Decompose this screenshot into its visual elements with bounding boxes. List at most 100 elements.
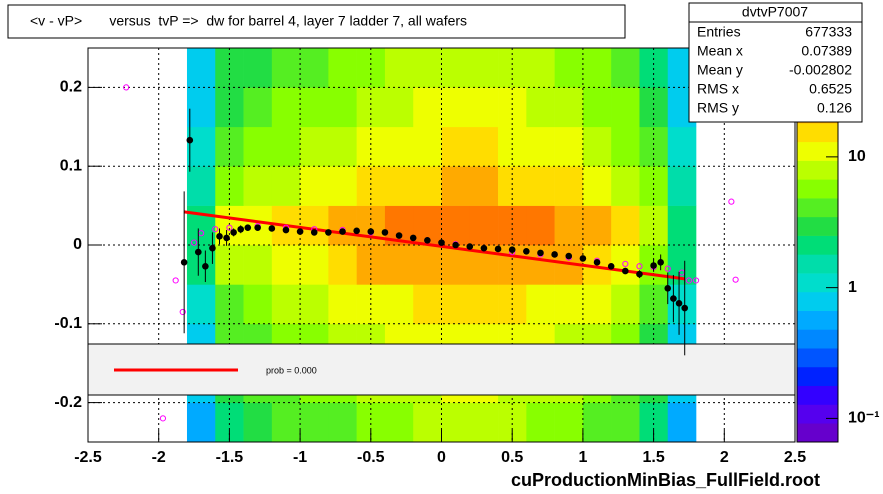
heat-cell	[611, 126, 640, 167]
colorbar-swatch	[797, 179, 838, 199]
point	[254, 224, 261, 231]
point	[223, 234, 230, 242]
point	[216, 233, 223, 240]
point	[681, 304, 689, 312]
stats-value: 0.07389	[801, 43, 852, 59]
point	[579, 255, 587, 262]
open-point	[692, 277, 700, 284]
heat-cell	[384, 126, 414, 167]
heat-cell	[300, 166, 329, 206]
x-tick-label: -1	[293, 449, 307, 466]
colorbar-swatch	[797, 348, 838, 368]
heat-cell	[271, 402, 301, 443]
y-tick-label: -0.2	[54, 394, 82, 411]
heat-cell	[582, 126, 612, 167]
colorbar-swatch	[797, 385, 838, 405]
colorbar-swatch	[797, 329, 838, 349]
x-tick-label: 2	[720, 449, 729, 466]
heat-cell	[469, 402, 499, 443]
heat-cell	[441, 284, 471, 325]
heat-cell	[413, 87, 442, 128]
point	[551, 251, 558, 258]
heat-cell	[300, 48, 329, 88]
heat-cell	[413, 48, 442, 88]
heat-cell	[186, 284, 216, 325]
heat-cell	[554, 48, 584, 88]
heat-cell	[526, 166, 555, 206]
z-tick-label: 1	[848, 279, 857, 296]
heat-cell	[300, 284, 329, 325]
open-point	[123, 84, 130, 91]
heat-cell	[328, 126, 357, 167]
y-tick-label: -0.1	[54, 315, 82, 332]
x-tick-label: -0.5	[357, 449, 385, 466]
heat-cell	[413, 402, 442, 443]
point	[381, 229, 389, 236]
point	[325, 229, 332, 236]
heat-cell	[469, 166, 499, 206]
x-tick-label: 0	[437, 449, 446, 466]
point	[202, 262, 209, 270]
heat-cell	[271, 126, 301, 167]
x-tick-label: -1.5	[216, 449, 244, 466]
heat-cell	[384, 87, 414, 128]
stats-value: 0.6525	[809, 81, 852, 97]
heat-cell	[554, 205, 584, 246]
stats-value: 0.126	[817, 100, 852, 116]
open-point	[179, 308, 186, 316]
heat-cell	[413, 166, 442, 206]
x-tick-label: 1	[578, 449, 587, 466]
point	[230, 229, 237, 236]
heat-cell	[611, 166, 640, 206]
heat-cell	[186, 87, 216, 128]
x-tick-label: 1.5	[642, 449, 664, 466]
heat-cell	[384, 284, 414, 325]
stats: Entries 677333 Mean x 0.07389 Mean y -0.00280…	[697, 24, 852, 116]
point	[237, 225, 245, 233]
heat-cell	[300, 205, 329, 246]
heat-cell	[271, 245, 301, 285]
point	[353, 227, 360, 235]
stats-value: 677333	[805, 24, 852, 40]
point	[494, 245, 502, 253]
heat-cell	[328, 402, 357, 443]
heat-cell	[611, 402, 640, 443]
heat-cell	[611, 245, 640, 285]
heat-cell	[186, 48, 216, 88]
heat-cell	[554, 284, 584, 325]
colorbar-swatch	[797, 198, 838, 218]
point	[186, 136, 194, 144]
point	[244, 224, 252, 231]
heat-cell	[271, 87, 301, 128]
point	[622, 267, 629, 275]
y-tick-label: 0.2	[60, 79, 82, 96]
marks: prob = 0.000	[114, 84, 745, 422]
point	[593, 259, 601, 266]
heat-cell	[526, 87, 555, 128]
open-point	[728, 198, 735, 205]
legend-text: prob = 0.000	[266, 365, 317, 375]
point	[466, 243, 474, 250]
heat-cell	[243, 87, 273, 128]
heat-cell	[300, 87, 329, 128]
point	[409, 234, 417, 242]
y-tick-label: 0.1	[60, 157, 82, 174]
heat-cell	[328, 166, 357, 206]
heat-cell	[243, 284, 273, 325]
colorbar-swatch	[797, 404, 838, 424]
point	[339, 228, 346, 235]
heat-cell	[611, 205, 640, 246]
stats-label: Entries	[697, 24, 741, 40]
heat-cell	[186, 166, 216, 206]
open-point	[664, 265, 671, 272]
point	[670, 295, 677, 302]
open-point	[226, 224, 233, 231]
heat-cell	[328, 245, 357, 285]
title-box	[7, 4, 626, 39]
heat-cell	[441, 245, 471, 285]
point	[650, 262, 657, 269]
heat-cell	[611, 284, 640, 325]
heat-cell	[243, 166, 273, 206]
heat-cell	[441, 166, 471, 206]
heat-cell	[667, 402, 697, 443]
